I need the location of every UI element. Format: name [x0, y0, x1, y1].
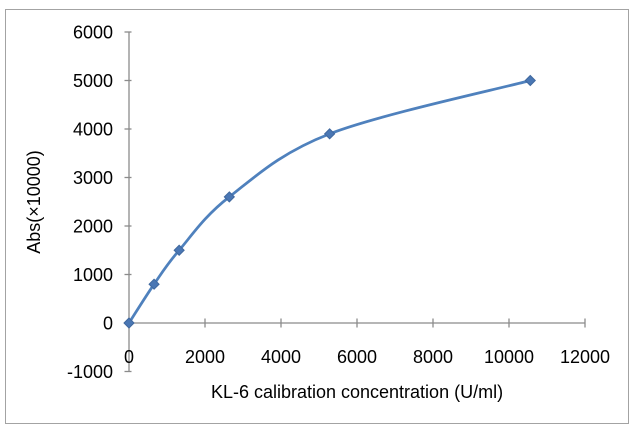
- x-tick-label: 12000: [560, 347, 610, 367]
- y-tick-label: 2000: [73, 217, 113, 237]
- data-point-marker: [223, 191, 236, 203]
- y-tick-label: 3000: [73, 168, 113, 188]
- y-tick-label: -1000: [67, 362, 113, 382]
- x-axis-title: KL-6 calibration concentration (U/ml): [211, 382, 503, 402]
- data-point-marker: [148, 278, 160, 290]
- series-layer: [123, 74, 536, 329]
- data-point-marker: [123, 317, 135, 329]
- chart-frame: [5, 9, 629, 424]
- series-line: [127, 79, 532, 325]
- y-tick-label: 1000: [73, 265, 113, 285]
- data-point-marker: [323, 128, 336, 140]
- x-tick-label: 4000: [261, 347, 301, 367]
- x-tick-label: 0: [124, 347, 134, 367]
- data-point-marker: [524, 74, 536, 87]
- data-point-marker: [173, 244, 185, 256]
- x-tick-label: 2000: [185, 347, 225, 367]
- x-tick-label: 10000: [484, 347, 534, 367]
- y-axis-title: Abs(×10000): [24, 150, 44, 254]
- y-tick-label: 5000: [73, 71, 113, 91]
- x-tick-label: 6000: [337, 347, 377, 367]
- y-tick-label: 0: [103, 314, 113, 334]
- y-tick-label: 4000: [73, 120, 113, 140]
- x-tick-label: 8000: [413, 347, 453, 367]
- y-tick-label: 6000: [73, 23, 113, 43]
